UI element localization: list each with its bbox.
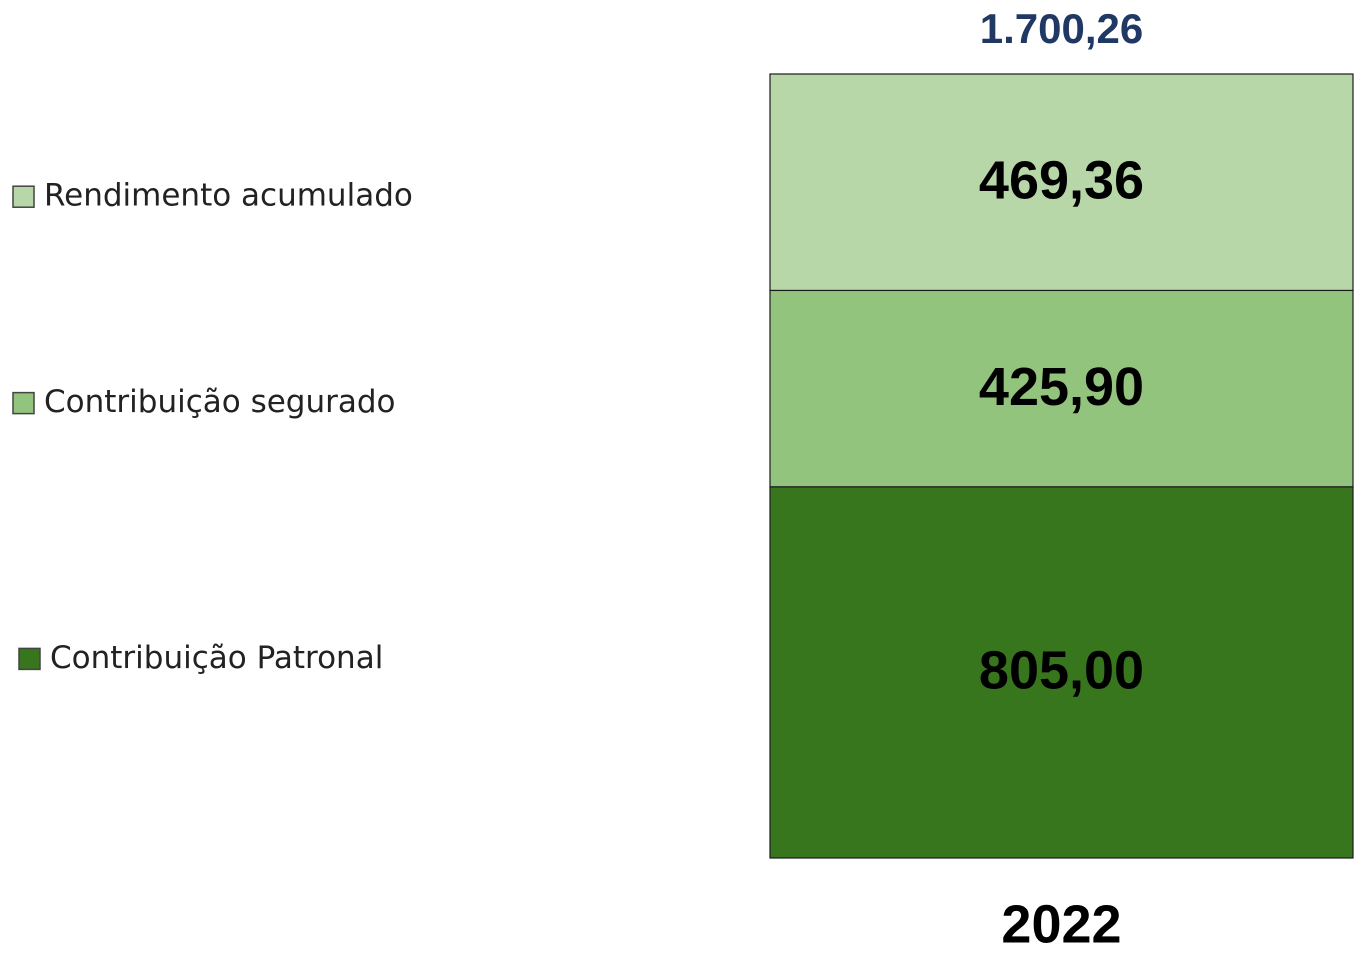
legend-swatch — [12, 185, 35, 208]
value-label: 805,00 — [979, 641, 1144, 701]
total-label: 1.700,26 — [980, 5, 1144, 52]
x-tick-label: 2022 — [1001, 894, 1121, 954]
bar-segment — [769, 73, 1354, 292]
legend-label: Contribuição Patronal — [50, 640, 383, 676]
legend-swatch — [12, 391, 35, 415]
legend-swatch — [18, 647, 41, 671]
value-label: 425,90 — [979, 357, 1144, 417]
value-label: 469,36 — [979, 150, 1144, 210]
legend-label: Rendimento acumulado — [44, 178, 413, 214]
bar-segment — [769, 289, 1354, 488]
legend-label: Contribuição segurado — [44, 384, 396, 420]
bar-segment — [769, 486, 1354, 859]
